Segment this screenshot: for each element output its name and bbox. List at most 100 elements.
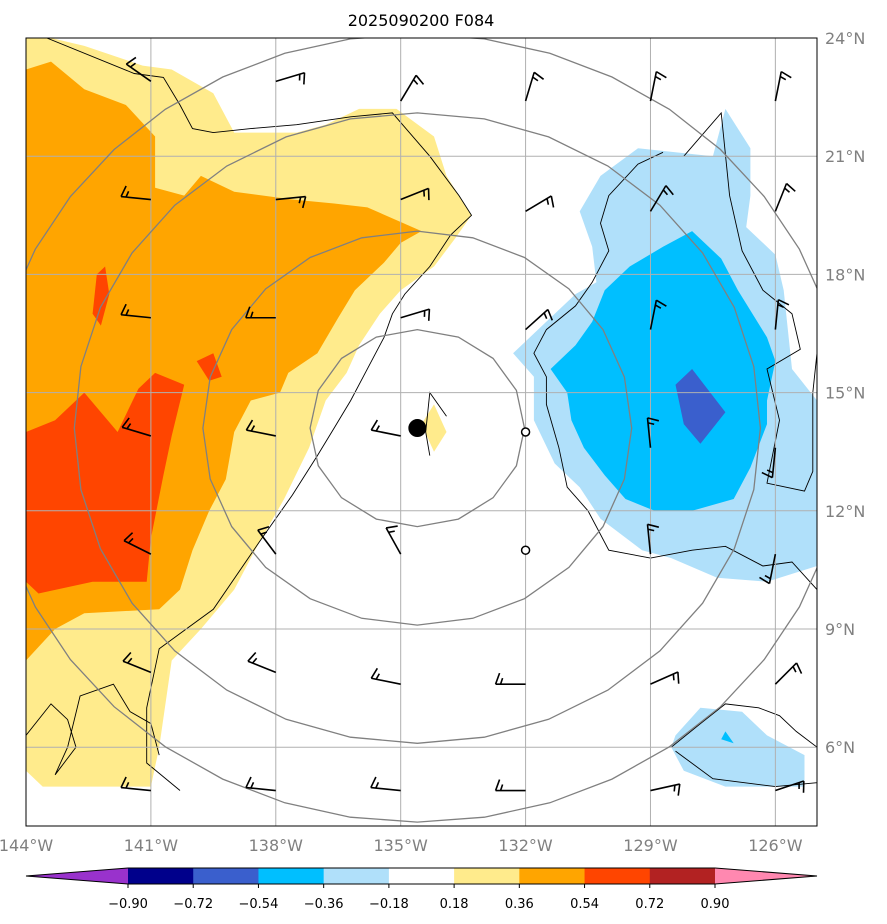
wind-barb-39 xyxy=(774,662,803,685)
wind-barb-32 xyxy=(759,553,777,585)
wind-barb-38 xyxy=(650,671,680,685)
wind-barb-10 xyxy=(400,187,430,201)
wind-barb-9 xyxy=(275,195,307,209)
colorbar-bin-7 xyxy=(584,868,651,884)
wind-barb-27 xyxy=(26,553,27,555)
plot-area xyxy=(0,38,817,826)
wind-barb-20 xyxy=(774,298,790,330)
wind-barb-25 xyxy=(646,417,660,448)
storm-center-marker xyxy=(408,419,427,438)
gridline-layer xyxy=(26,38,817,826)
colorbar-tick-label: 0.18 xyxy=(440,897,469,912)
wind-barb-30 xyxy=(385,525,402,555)
wind-barb-22 xyxy=(121,417,152,437)
wind-barb-6 xyxy=(774,70,792,102)
lon-tick-label: 138°W xyxy=(249,836,304,855)
colorbar-tick-label: −0.72 xyxy=(173,897,213,912)
wind-barb-23 xyxy=(245,419,276,437)
wind-barb-7 xyxy=(26,198,27,200)
wind-barb-1 xyxy=(125,56,152,82)
wind-barb-layer xyxy=(0,56,805,796)
contour-region-7 xyxy=(550,231,776,511)
contour-region-5 xyxy=(196,353,222,381)
lon-tick-label: 135°W xyxy=(374,836,429,855)
wind-barb-14 xyxy=(26,316,27,318)
lat-tick-label: 6°N xyxy=(825,738,855,757)
wind-barb-4 xyxy=(524,71,545,102)
wind-barb-36 xyxy=(370,667,401,685)
wind-barb-24 xyxy=(370,419,401,437)
lat-tick-label: 21°N xyxy=(825,147,865,166)
wind-barb-37 xyxy=(494,672,526,685)
colorbar-bin-6 xyxy=(519,868,586,884)
contour-region-8 xyxy=(675,369,726,444)
colorbar-extend-high xyxy=(715,868,817,884)
colorbar-tick-label: 0.36 xyxy=(505,897,534,912)
colorbar-tick-label: 0.90 xyxy=(701,897,730,912)
colorbar-bin-2 xyxy=(258,868,325,884)
wind-barb-29 xyxy=(257,525,277,555)
wind-barb-2 xyxy=(275,71,306,85)
colorbar-tick-label: −0.36 xyxy=(304,897,344,912)
lon-tick-label: 129°W xyxy=(623,836,678,855)
contour-region-4 xyxy=(92,266,110,326)
wind-barb-34 xyxy=(122,651,152,674)
marker-layer xyxy=(408,419,531,555)
wind-barb-46 xyxy=(775,780,805,793)
wind-barb-40 xyxy=(0,780,26,791)
lon-tick-label: 132°W xyxy=(498,836,553,855)
wind-barb-13 xyxy=(774,182,796,212)
range-ring-1 xyxy=(202,230,633,626)
lat-tick-label: 15°N xyxy=(825,384,865,403)
lon-tick-label: 126°W xyxy=(748,836,803,855)
colorbar-extend-low xyxy=(26,868,128,884)
contour-fill-layer xyxy=(26,38,817,787)
small-marker-1 xyxy=(520,545,531,555)
colorbar-bin-1 xyxy=(193,868,259,884)
axis-label-layer: 144°W 141°W 138°W 135°W 132°W 129°W 126°W 24°N 2… xyxy=(0,29,865,855)
colorbar-bin-8 xyxy=(649,868,716,884)
colorbar-tick-label: −0.90 xyxy=(108,897,148,912)
wind-barb-19 xyxy=(649,299,667,330)
wind-barb-42 xyxy=(245,776,276,792)
wind-barb-3 xyxy=(399,74,425,102)
colorbar-tick-label: 0.72 xyxy=(635,897,664,912)
contour-line-0 xyxy=(46,38,473,791)
lat-tick-label: 24°N xyxy=(825,29,865,48)
wind-barb-43 xyxy=(370,776,401,792)
wind-barb-18 xyxy=(525,308,554,331)
contour-region-10 xyxy=(721,731,734,744)
lon-tick-label: 141°W xyxy=(124,836,179,855)
wind-barb-16 xyxy=(245,306,276,319)
colorbar-bin-4 xyxy=(388,868,455,884)
wind-barb-44 xyxy=(494,779,526,792)
wind-barb-15 xyxy=(120,303,151,319)
wind-barb-21 xyxy=(26,435,27,436)
wind-barb-33 xyxy=(26,671,27,673)
plot-frame xyxy=(25,37,818,827)
range-ring-0 xyxy=(309,328,526,528)
range-ring-layer xyxy=(26,38,817,823)
wind-barb-45 xyxy=(650,783,681,796)
wind-barb-8 xyxy=(120,185,151,201)
lon-tick-label: 144°W xyxy=(0,836,53,855)
colorbar-bin-3 xyxy=(323,868,390,884)
wind-barb-11 xyxy=(525,195,555,213)
contour-line-1 xyxy=(425,391,447,456)
wind-barb-41 xyxy=(120,776,151,792)
lat-tick-label: 18°N xyxy=(825,265,865,284)
lat-tick-label: 12°N xyxy=(825,502,865,521)
wind-barb-12 xyxy=(649,185,674,212)
contour-line-4 xyxy=(671,703,817,788)
wind-barb-5 xyxy=(649,70,667,102)
wind-barb-35 xyxy=(247,651,277,674)
colorbar-tick-label: 0.54 xyxy=(570,897,599,912)
wind-barb-31 xyxy=(646,523,660,555)
chart-title: 2025090200 F084 xyxy=(348,11,495,30)
range-ring-2 xyxy=(73,112,762,744)
range-ring-3 xyxy=(26,38,817,823)
contour-line-2 xyxy=(533,111,817,591)
small-marker-0 xyxy=(520,427,531,437)
wind-barb-0 xyxy=(26,72,27,74)
